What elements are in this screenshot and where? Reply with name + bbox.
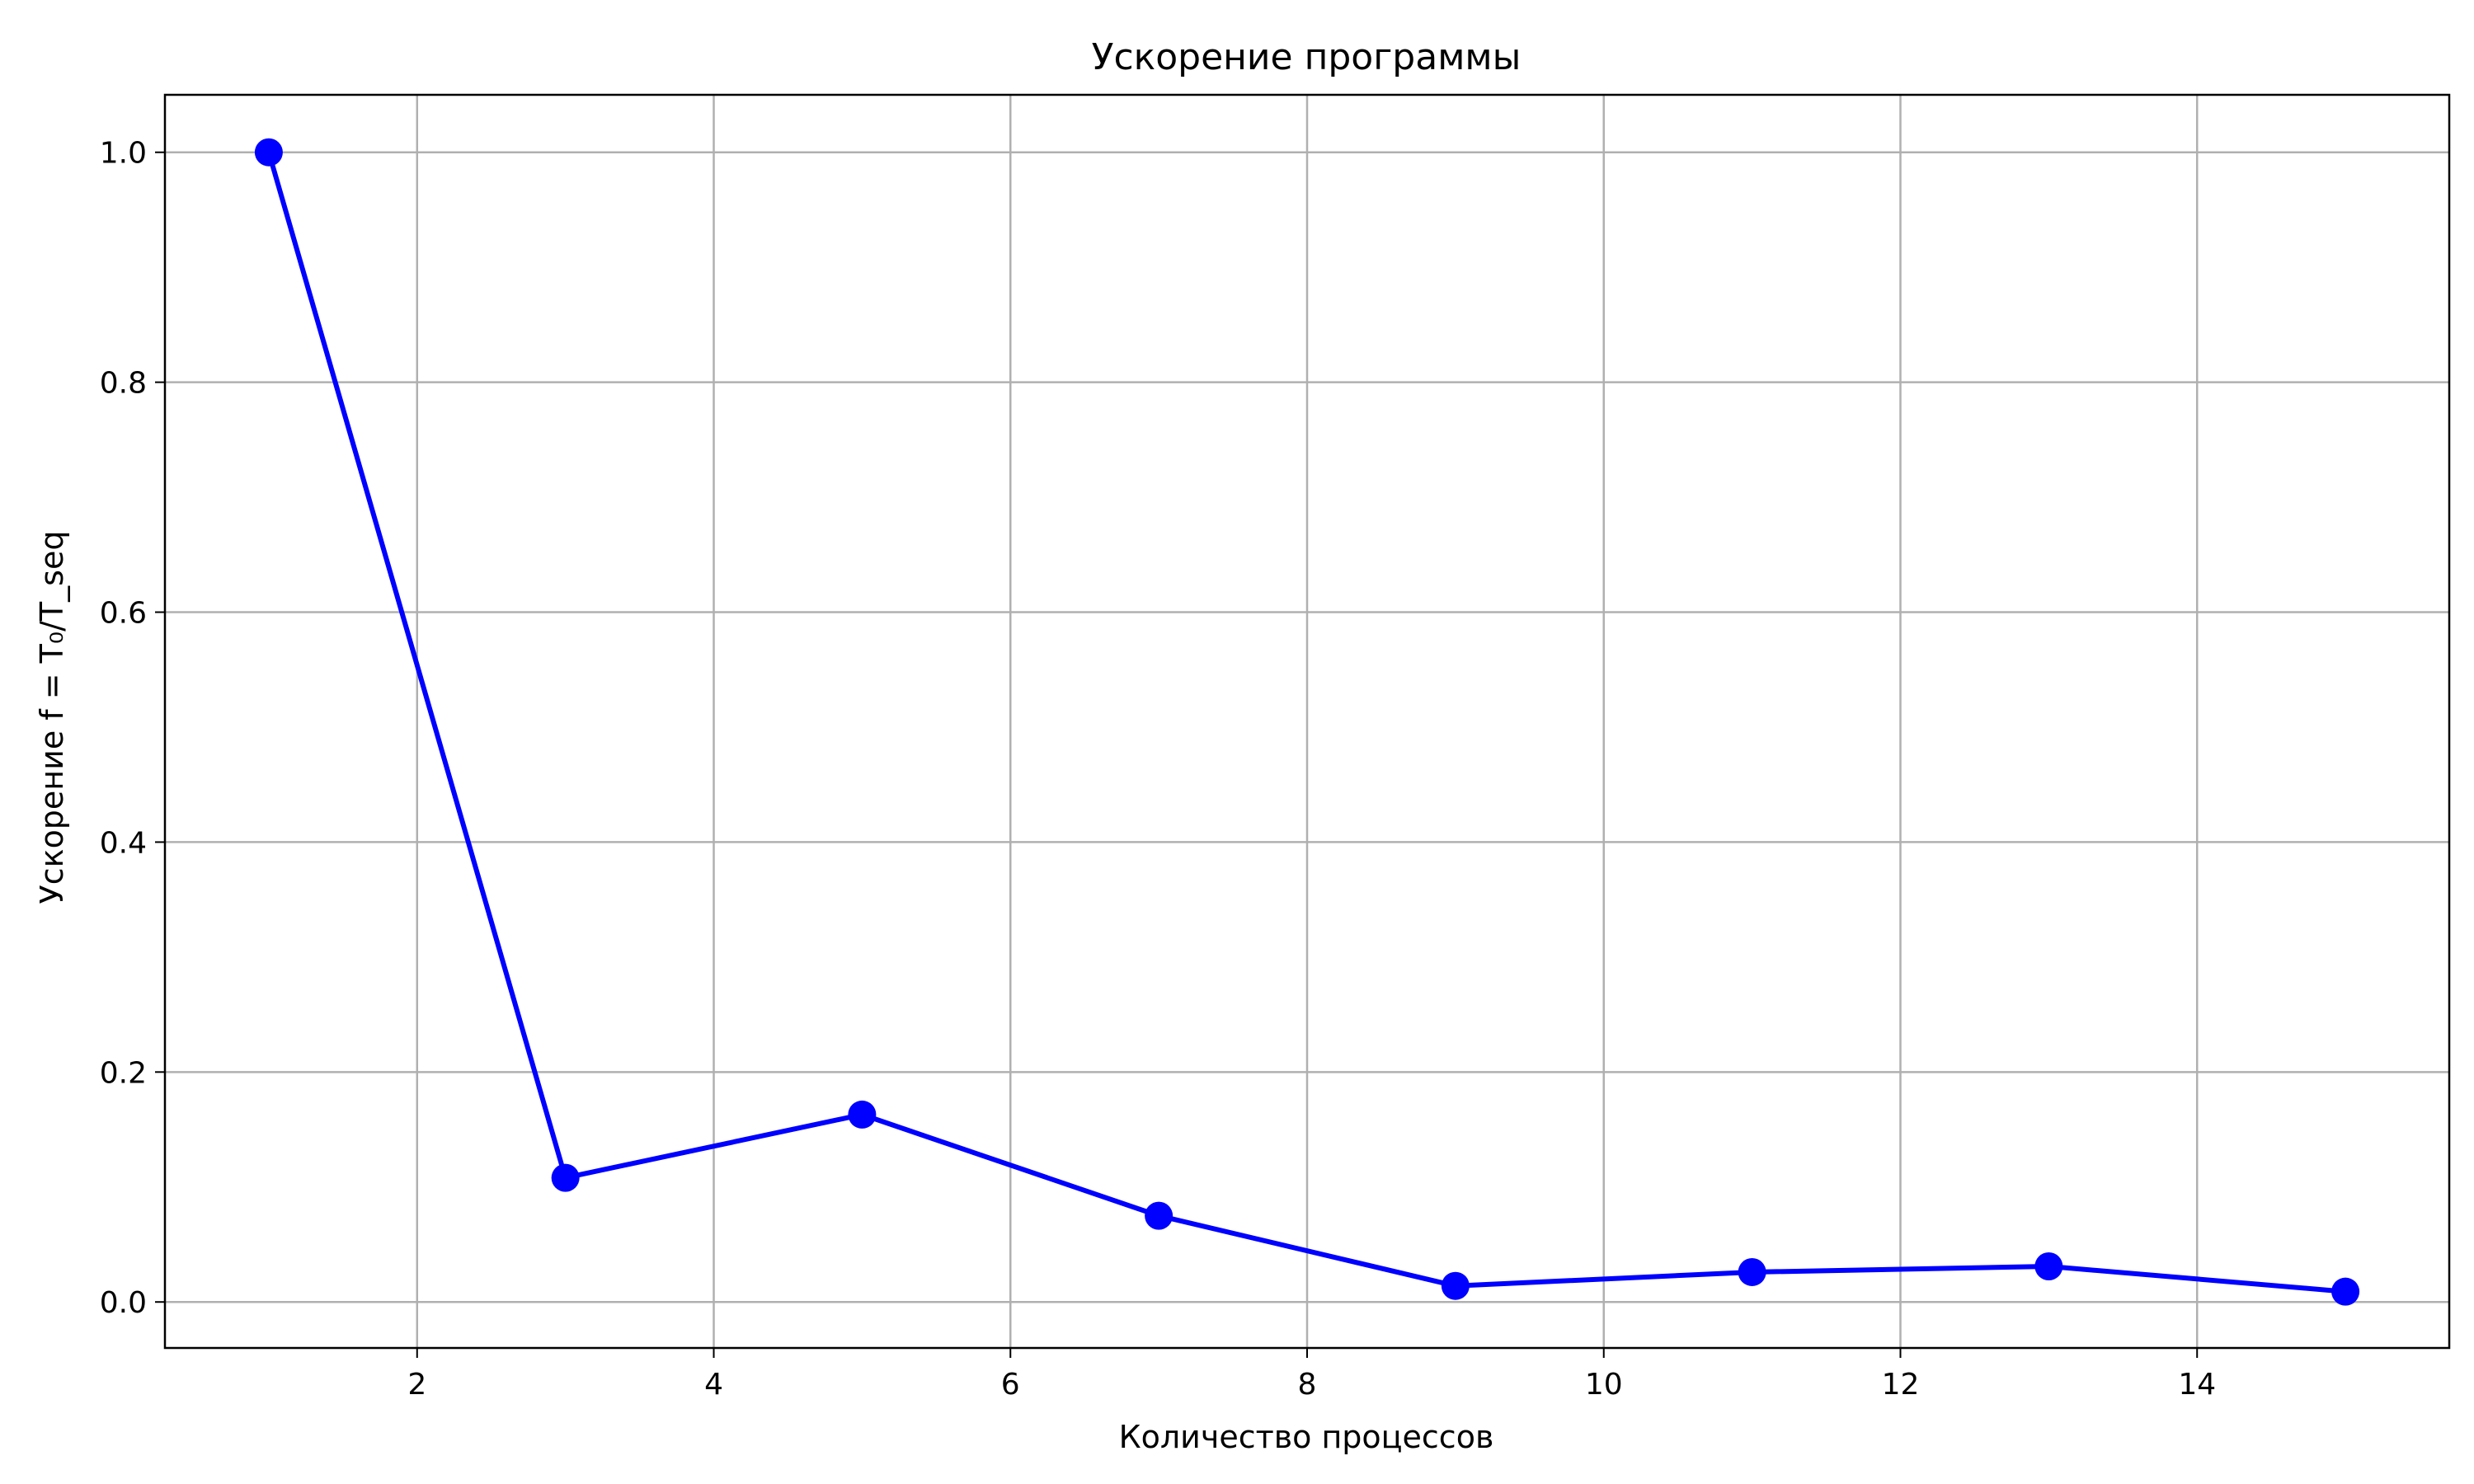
x-tick-label: 2 [407, 1368, 426, 1402]
data-point [1145, 1201, 1174, 1230]
data-point [2331, 1277, 2360, 1306]
grid-lines [165, 95, 2449, 1348]
y-tick-label: 0.2 [100, 1056, 147, 1090]
x-axis-label: Количество процессов [1119, 1419, 1494, 1455]
data-point [1738, 1257, 1766, 1286]
plot-frame [163, 93, 2451, 1350]
x-tick-label: 6 [1001, 1368, 1020, 1402]
x-tick-label: 10 [1585, 1368, 1623, 1402]
data-point [848, 1100, 877, 1129]
series-layer [254, 138, 2360, 1306]
y-tick-label: 0.4 [100, 826, 147, 860]
axis-ticks: 2 4 6 8 10 12 14 0.0 0.2 0.4 0.6 0.8 1.0 [100, 137, 2216, 1402]
y-tick-label: 0.6 [100, 597, 147, 631]
x-tick-label: 4 [704, 1368, 723, 1402]
series-line [266, 151, 2346, 1294]
y-tick-label: 0.8 [100, 367, 147, 401]
x-tick-label: 12 [1882, 1368, 1920, 1402]
x-tick-label: 14 [2178, 1368, 2216, 1402]
data-point [1441, 1271, 1470, 1300]
x-tick-label: 8 [1298, 1368, 1317, 1402]
y-tick-label: 0.0 [100, 1286, 147, 1320]
data-point [254, 138, 283, 167]
y-tick-label: 1.0 [100, 137, 147, 171]
data-point [2034, 1252, 2063, 1280]
chart-title: Ускорение программы [1092, 36, 1522, 78]
data-point [551, 1163, 580, 1192]
y-axis-label: Ускорение f = T₀/T_seq [34, 531, 70, 904]
